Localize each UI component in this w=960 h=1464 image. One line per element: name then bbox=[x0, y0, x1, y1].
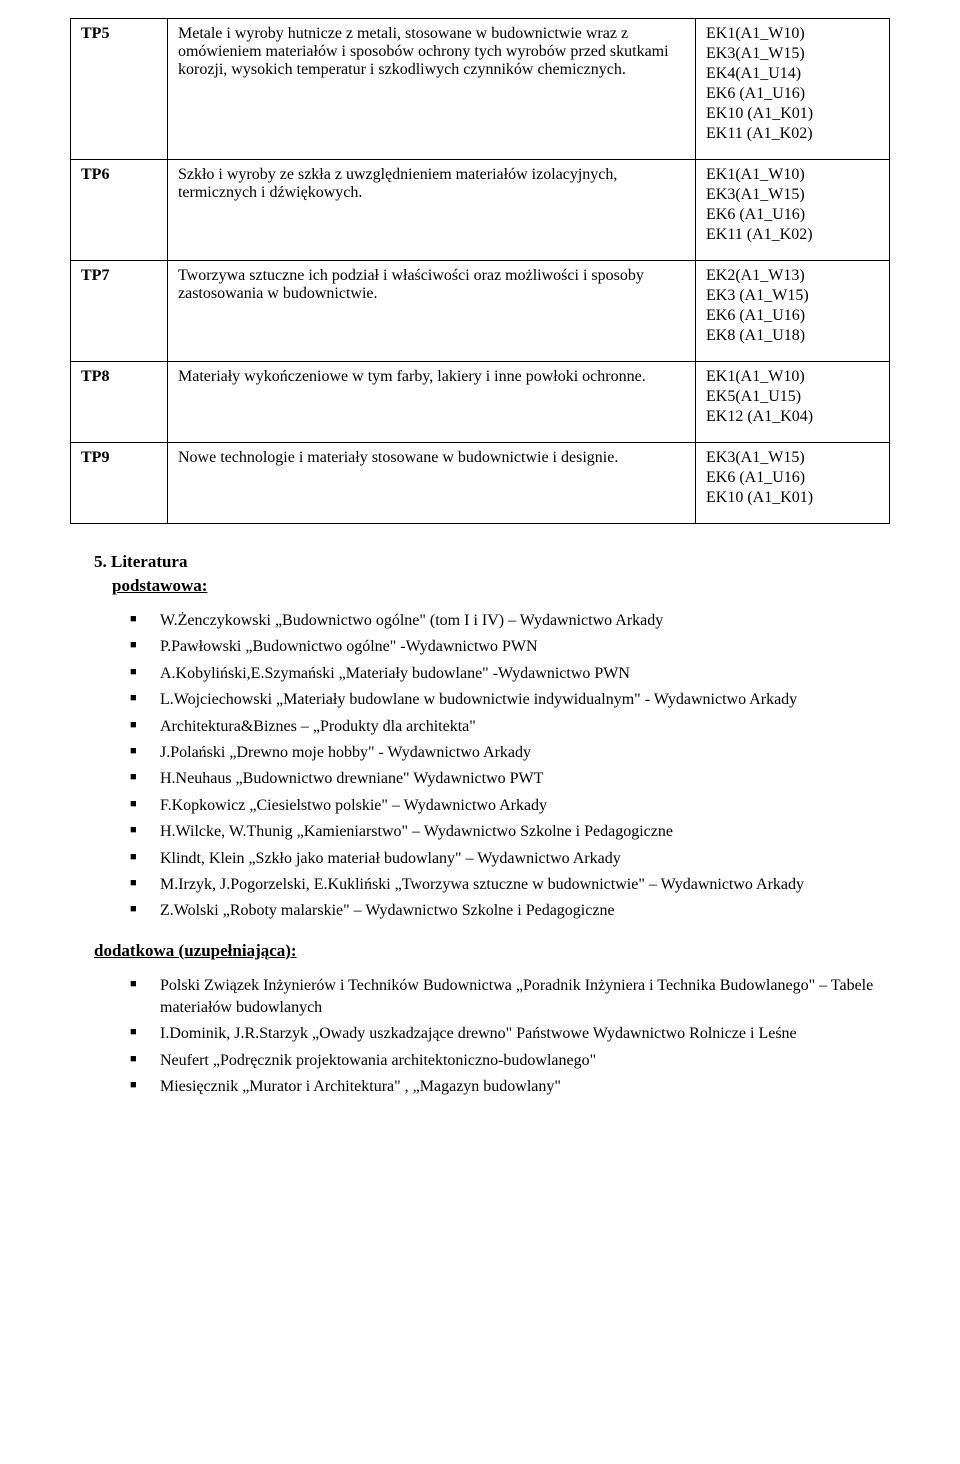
row-codes: EK1(A1_W10) EK3(A1_W15) EK4(A1_U14) EK6 (A1… bbox=[696, 19, 890, 160]
table-row: TP5Metale i wyroby hutnicze z metali, st… bbox=[71, 19, 890, 160]
list-item: M.Irzyk, J.Pogorzelski, E.Kukliński „Two… bbox=[130, 874, 890, 896]
row-description: Szkło i wyroby ze szkła z uwzględnieniem… bbox=[167, 160, 695, 261]
list-item: Klindt, Klein „Szkło jako materiał budow… bbox=[130, 848, 890, 870]
code-line: EK6 (A1_U16) bbox=[706, 85, 879, 103]
table-row: TP7Tworzywa sztuczne ich podział i właśc… bbox=[71, 261, 890, 362]
list-item: H.Wilcke, W.Thunig „Kamieniarstwo" – Wyd… bbox=[130, 821, 890, 843]
code-line: EK1(A1_W10) bbox=[706, 166, 879, 184]
table-row: TP8Materiały wykończeniowe w tym farby, … bbox=[71, 362, 890, 443]
list-item: F.Kopkowicz „Ciesielstwo polskie" – Wyda… bbox=[130, 795, 890, 817]
row-codes: EK1(A1_W10) EK3(A1_W15) EK6 (A1_U16) EK11 (… bbox=[696, 160, 890, 261]
code-line: EK10 (A1_K01) bbox=[706, 489, 879, 507]
code-line: EK5(A1_U15) bbox=[706, 388, 879, 406]
list-item: A.Kobyliński,E.Szymański „Materiały budo… bbox=[130, 663, 890, 685]
list-item: J.Polański „Drewno moje hobby" - Wydawni… bbox=[130, 742, 890, 764]
subheading-primary: podstawowa: bbox=[112, 576, 890, 596]
code-line: EK1(A1_W10) bbox=[706, 368, 879, 386]
list-item: Miesięcznik „Murator i Architektura" , „… bbox=[130, 1076, 890, 1098]
row-id: TP5 bbox=[71, 19, 168, 160]
list-item: Polski Związek Inżynierów i Techników Bu… bbox=[130, 975, 890, 1020]
code-line: EK11 (A1_K02) bbox=[706, 125, 879, 143]
row-id: TP9 bbox=[71, 443, 168, 524]
code-line: EK6 (A1_U16) bbox=[706, 307, 879, 325]
code-line: EK10 (A1_K01) bbox=[706, 105, 879, 123]
row-description: Nowe technologie i materiały stosowane w… bbox=[167, 443, 695, 524]
code-line: EK3(A1_W15) bbox=[706, 45, 879, 63]
row-codes: EK2(A1_W13) EK3 (A1_W15) EK6 (A1_U16) EK8 (… bbox=[696, 261, 890, 362]
row-description: Metale i wyroby hutnicze z metali, stoso… bbox=[167, 19, 695, 160]
code-line: EK3(A1_W15) bbox=[706, 186, 879, 204]
list-item: W.Żenczykowski „Budownictwo ogólne" (tom… bbox=[130, 610, 890, 632]
code-line: EK12 (A1_K04) bbox=[706, 408, 879, 426]
row-description: Materiały wykończeniowe w tym farby, lak… bbox=[167, 362, 695, 443]
code-line: EK3(A1_W15) bbox=[706, 449, 879, 467]
code-line: EK6 (A1_U16) bbox=[706, 469, 879, 487]
list-item: P.Pawłowski „Budownictwo ogólne" -Wydawn… bbox=[130, 636, 890, 658]
table-row: TP9Nowe technologie i materiały stosowan… bbox=[71, 443, 890, 524]
list-item: L.Wojciechowski „Materiały budowlane w b… bbox=[130, 689, 890, 711]
row-description: Tworzywa sztuczne ich podział i właściwo… bbox=[167, 261, 695, 362]
content-table: TP5Metale i wyroby hutnicze z metali, st… bbox=[70, 18, 890, 524]
subheading-secondary: dodatkowa (uzupełniająca): bbox=[94, 941, 890, 961]
list-item: I.Dominik, J.R.Starzyk „Owady uszkadzają… bbox=[130, 1023, 890, 1045]
list-item: Neufert „Podręcznik projektowania archit… bbox=[130, 1050, 890, 1072]
code-line: EK11 (A1_K02) bbox=[706, 226, 879, 244]
section-title: 5. Literatura bbox=[94, 552, 890, 572]
code-line: EK4(A1_U14) bbox=[706, 65, 879, 83]
list-item: H.Neuhaus „Budownictwo drewniane" Wydawn… bbox=[130, 768, 890, 790]
row-codes: EK1(A1_W10) EK5(A1_U15) EK12 (A1_K04) bbox=[696, 362, 890, 443]
list-item: Z.Wolski „Roboty malarskie" – Wydawnictw… bbox=[130, 900, 890, 922]
code-line: EK3 (A1_W15) bbox=[706, 287, 879, 305]
row-id: TP8 bbox=[71, 362, 168, 443]
secondary-literature-list: Polski Związek Inżynierów i Techników Bu… bbox=[130, 975, 890, 1099]
code-line: EK1(A1_W10) bbox=[706, 25, 879, 43]
code-line: EK8 (A1_U18) bbox=[706, 327, 879, 345]
row-codes: EK3(A1_W15) EK6 (A1_U16) EK10 (A1_K01) bbox=[696, 443, 890, 524]
code-line: EK6 (A1_U16) bbox=[706, 206, 879, 224]
row-id: TP7 bbox=[71, 261, 168, 362]
code-line: EK2(A1_W13) bbox=[706, 267, 879, 285]
row-id: TP6 bbox=[71, 160, 168, 261]
primary-literature-list: W.Żenczykowski „Budownictwo ogólne" (tom… bbox=[130, 610, 890, 923]
table-row: TP6Szkło i wyroby ze szkła z uwzględnien… bbox=[71, 160, 890, 261]
list-item: Architektura&Biznes – „Produkty dla arch… bbox=[130, 716, 890, 738]
